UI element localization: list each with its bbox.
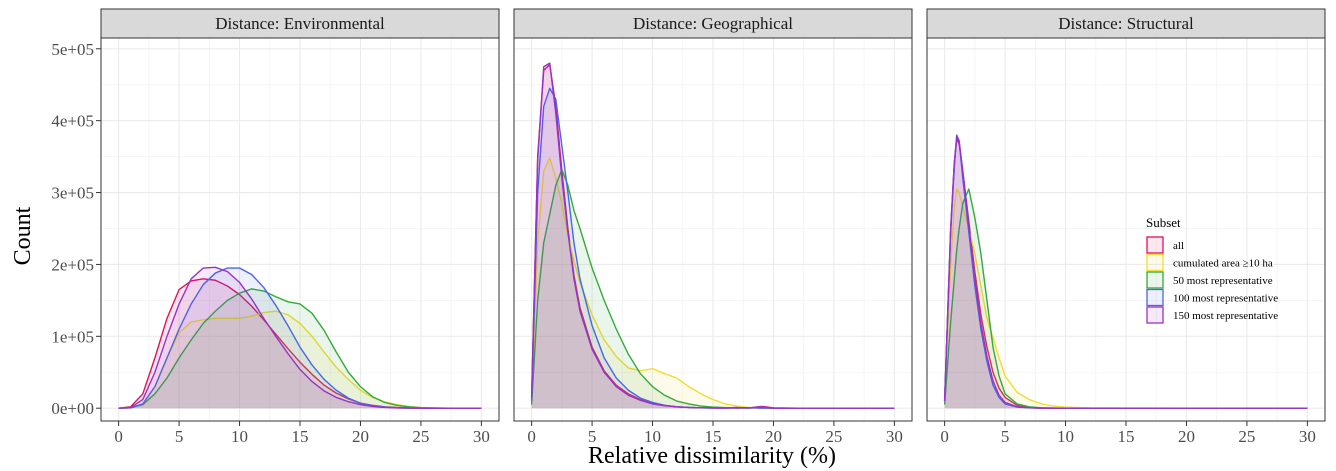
series-line-cumulated-area-10-ha [943,188,1308,409]
series-area-150-most-representative [118,267,482,409]
legend-label: 150 most representative [1173,310,1278,322]
x-tick-label: 30 [886,427,903,446]
legend-key [1146,253,1164,272]
shared-axes-layer: Count Relative dissimilarity (%) [10,206,836,469]
series-area-all [118,278,482,409]
series-area-100-most-representative [531,88,895,409]
series-area-all [531,64,895,409]
legend-key [1146,288,1164,307]
series-area-50-most-representative [118,288,482,409]
legend-key [1146,271,1164,289]
x-tick-label: 25 [412,427,429,446]
x-tick-label: 25 [825,427,842,446]
x-tick-label: 20 [765,427,782,446]
y-tick-label: 0e+00 [51,399,94,418]
y-tick-label: 1e+05 [51,327,94,346]
x-tick-label: 10 [644,427,661,446]
x-tick-label: 25 [1238,427,1255,446]
series-area-cumulated-area-10-ha [118,311,482,409]
legend-item: all [1146,236,1184,254]
facet-strip-label: Distance: Geographical [633,14,793,33]
legend-key [1146,306,1164,324]
x-tick-label: 5 [588,427,597,446]
x-tick-label: 5 [175,427,184,446]
series-area-cumulated-area-10-ha [944,188,1308,409]
facet-panel-3: Distance: Structural 0 5 10 15 20 25 30 [926,8,1326,446]
x-tick-label: 5 [1001,427,1010,446]
legend-item: cumulated area ≥10 ha [1146,253,1273,272]
series-area-cumulated-area-10-ha [531,158,895,409]
x-tick-label: 20 [352,427,369,446]
legend-label: cumulated area ≥10 ha [1173,258,1273,270]
y-tick-label: 2e+05 [51,255,94,274]
series-area-50-most-representative [531,169,895,409]
y-tick-label: 3e+05 [51,184,94,203]
facet-strip-label: Distance: Environmental [215,14,385,33]
series-area-50-most-representative [944,188,1308,409]
x-tick-label: 0 [940,427,949,446]
y-axis-title: Count [10,206,36,265]
x-tick-label: 30 [473,427,490,446]
series-area-all [944,138,1308,409]
x-tick-label: 15 [292,427,309,446]
facet-strip [926,8,1326,39]
facet-strip [513,8,913,39]
legend-key [1146,236,1164,254]
x-axis-title: Relative dissimilarity (%) [588,443,836,469]
series-area-150-most-representative [944,136,1308,409]
series-line-150-most-representative [530,62,895,409]
x-tick-label: 15 [705,427,722,446]
facet-panel-1: Distance: Environmental 0 5 10 15 20 25 30 [100,8,500,446]
series-line-50-most-representative [118,288,482,409]
legend-label: all [1173,240,1184,252]
facet-panel-2: Distance: Geographical 0 5 10 15 20 25 30 [513,8,913,446]
legend-item: 100 most representative [1146,288,1278,307]
x-tick-label: 15 [1118,427,1135,446]
legend-item: 50 most representative [1146,271,1273,289]
legend-item: 150 most representative [1146,306,1278,324]
y-tick-label: 4e+05 [51,112,94,131]
series-area-100-most-representative [944,135,1308,409]
series-area-150-most-representative [531,63,895,409]
x-tick-label: 10 [1057,427,1074,446]
legend-label: 100 most representative [1173,293,1278,305]
legend-label: 50 most representative [1173,275,1273,287]
x-tick-label: 20 [1178,427,1195,446]
panels-layer: 0e+00 1e+05 2e+05 3e+05 4e+05 5e+05 Distance: … [51,8,1326,446]
facet-strip-label: Distance: Structural [1058,14,1194,33]
series-area-100-most-representative [118,268,482,409]
x-tick-label: 0 [114,427,123,446]
x-tick-label: 30 [1299,427,1316,446]
series-line-150-most-representative [118,266,482,409]
x-tick-label: 0 [527,427,536,446]
legend-title: Subset [1146,215,1181,230]
x-tick-label: 10 [231,427,248,446]
y-tick-label: 5e+05 [51,40,94,59]
series-line-150-most-representative [943,135,1308,409]
legend: Subset all cumulated area ≥10 ha 50 most re… [1146,215,1278,324]
